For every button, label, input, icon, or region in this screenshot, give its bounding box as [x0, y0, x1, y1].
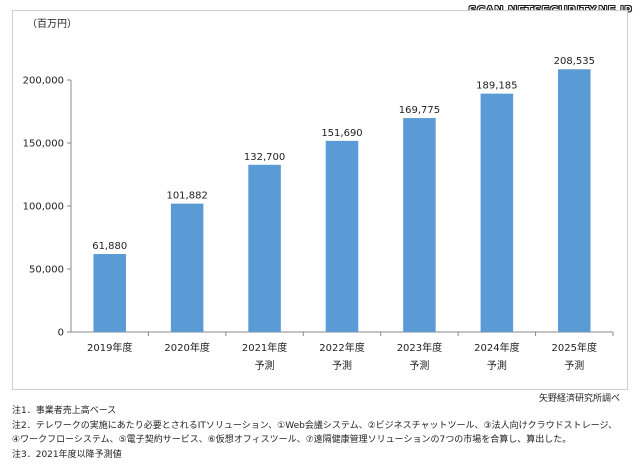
y-tick-label: 150,000 [23, 139, 64, 150]
x-tick-label: 2020年度 [164, 341, 209, 354]
footnote-1: 注1．事業者売上高ベース [12, 406, 117, 416]
y-tick-label: 200,000 [23, 76, 64, 87]
x-tick-label: 2022年度 [319, 341, 364, 354]
footnote-2: 注2．テレワークの実施にあたり必要とされるITソリューション、①Web会議システ… [12, 420, 618, 431]
bar [248, 164, 281, 332]
x-tick-label: 予測 [255, 359, 275, 372]
data-label: 151,690 [321, 128, 362, 139]
data-label: 189,185 [476, 81, 517, 92]
data-label: 101,882 [166, 191, 207, 202]
data-label: 61,880 [92, 241, 127, 252]
bar [558, 69, 591, 332]
bar-chart: （百万円） 0 50,000 100,000 150,000 200,000 61,880 2… [23, 18, 614, 372]
y-unit-label: （百万円） [27, 18, 77, 30]
bar [325, 140, 359, 332]
x-tick-label: 2025年度 [552, 341, 597, 354]
x-tick-label: 2023年度 [397, 341, 442, 354]
x-tick-label: 予測 [564, 359, 584, 372]
data-label: 169,775 [399, 105, 440, 116]
data-label: 132,700 [244, 152, 285, 163]
y-tick-label: 0 [58, 328, 64, 339]
y-tick-label: 50,000 [29, 265, 64, 276]
bar [170, 203, 204, 332]
source-note: 矢野経済研究所調べ [538, 394, 620, 404]
x-tick-label: 2021年度 [242, 341, 287, 354]
x-tick-label: 予測 [487, 359, 507, 372]
x-tick-label: 2019年度 [87, 341, 132, 354]
x-tick-label: 予測 [332, 359, 352, 372]
footnotes: 注1．事業者売上高ベース 注2．テレワークの実施にあたり必要とされるITソリュー… [12, 404, 632, 462]
bar [93, 254, 126, 332]
x-tick-label: 2024年度 [474, 341, 519, 354]
chart-frame: （百万円） 0 50,000 100,000 150,000 200,000 61,880 2… [12, 10, 628, 390]
footnote-3: 注3．2021年度以降予測値 [12, 449, 122, 460]
bar [480, 93, 514, 333]
bar [403, 118, 436, 332]
data-label: 208,535 [554, 56, 595, 67]
y-tick-label: 100,000 [23, 202, 64, 213]
x-tick-label: 予測 [409, 359, 429, 372]
footnote-2-cont: ④ワークフローシステム、⑤電子契約サービス、⑥仮想オフィスツール、⑦遠隔健康管理… [12, 435, 572, 445]
